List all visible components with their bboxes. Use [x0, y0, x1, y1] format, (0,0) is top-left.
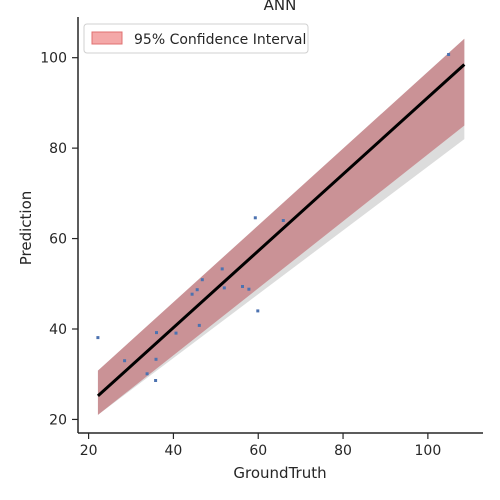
- data-point: [256, 309, 260, 313]
- data-point: [195, 288, 199, 292]
- data-point: [253, 216, 257, 220]
- legend-frame: [83, 23, 309, 54]
- x-tick-label: 40: [165, 443, 183, 459]
- y-tick-label: 60: [49, 232, 67, 248]
- data-point: [123, 359, 127, 363]
- x-tick-label: 60: [249, 443, 267, 459]
- data-point: [220, 267, 224, 271]
- y-axis-label: Prediction: [17, 191, 35, 266]
- data-point: [247, 287, 251, 291]
- x-axis-label: GroundTruth: [233, 464, 326, 482]
- legend-label: 95% Confidence Interval: [134, 32, 306, 48]
- y-tick-label: 20: [49, 412, 67, 428]
- legend-patch: [91, 31, 123, 45]
- data-point: [96, 336, 100, 340]
- x-tick-label: 20: [80, 443, 98, 459]
- data-point: [200, 278, 204, 282]
- confidence-bands: [97, 38, 465, 415]
- data-point: [281, 219, 285, 222]
- data-point: [197, 323, 201, 327]
- x-tick-label: 80: [334, 443, 352, 459]
- fit-line: [96, 63, 466, 398]
- y-tick-label: 40: [49, 322, 67, 338]
- legend: 95% Confidence Interval: [83, 23, 309, 54]
- fit-line-group: [96, 63, 466, 398]
- data-point: [154, 357, 158, 361]
- data-point: [222, 286, 226, 290]
- data-point: [145, 372, 149, 376]
- ci-band: [97, 38, 465, 415]
- data-point: [447, 53, 451, 56]
- y-axis-ticks: 20 40 60 80 100: [40, 51, 78, 428]
- data-point: [155, 331, 158, 335]
- data-point: [190, 292, 194, 296]
- data-point: [174, 331, 178, 335]
- x-tick-label: 100: [415, 443, 442, 459]
- data-point: [154, 379, 158, 382]
- data-point: [241, 285, 244, 288]
- chart-title: ANN: [264, 0, 297, 14]
- y-tick-label: 80: [49, 141, 67, 157]
- data-points: [96, 53, 451, 382]
- y-tick-label: 100: [40, 51, 67, 67]
- x-axis-ticks: 20 40 60 80 100: [80, 433, 442, 459]
